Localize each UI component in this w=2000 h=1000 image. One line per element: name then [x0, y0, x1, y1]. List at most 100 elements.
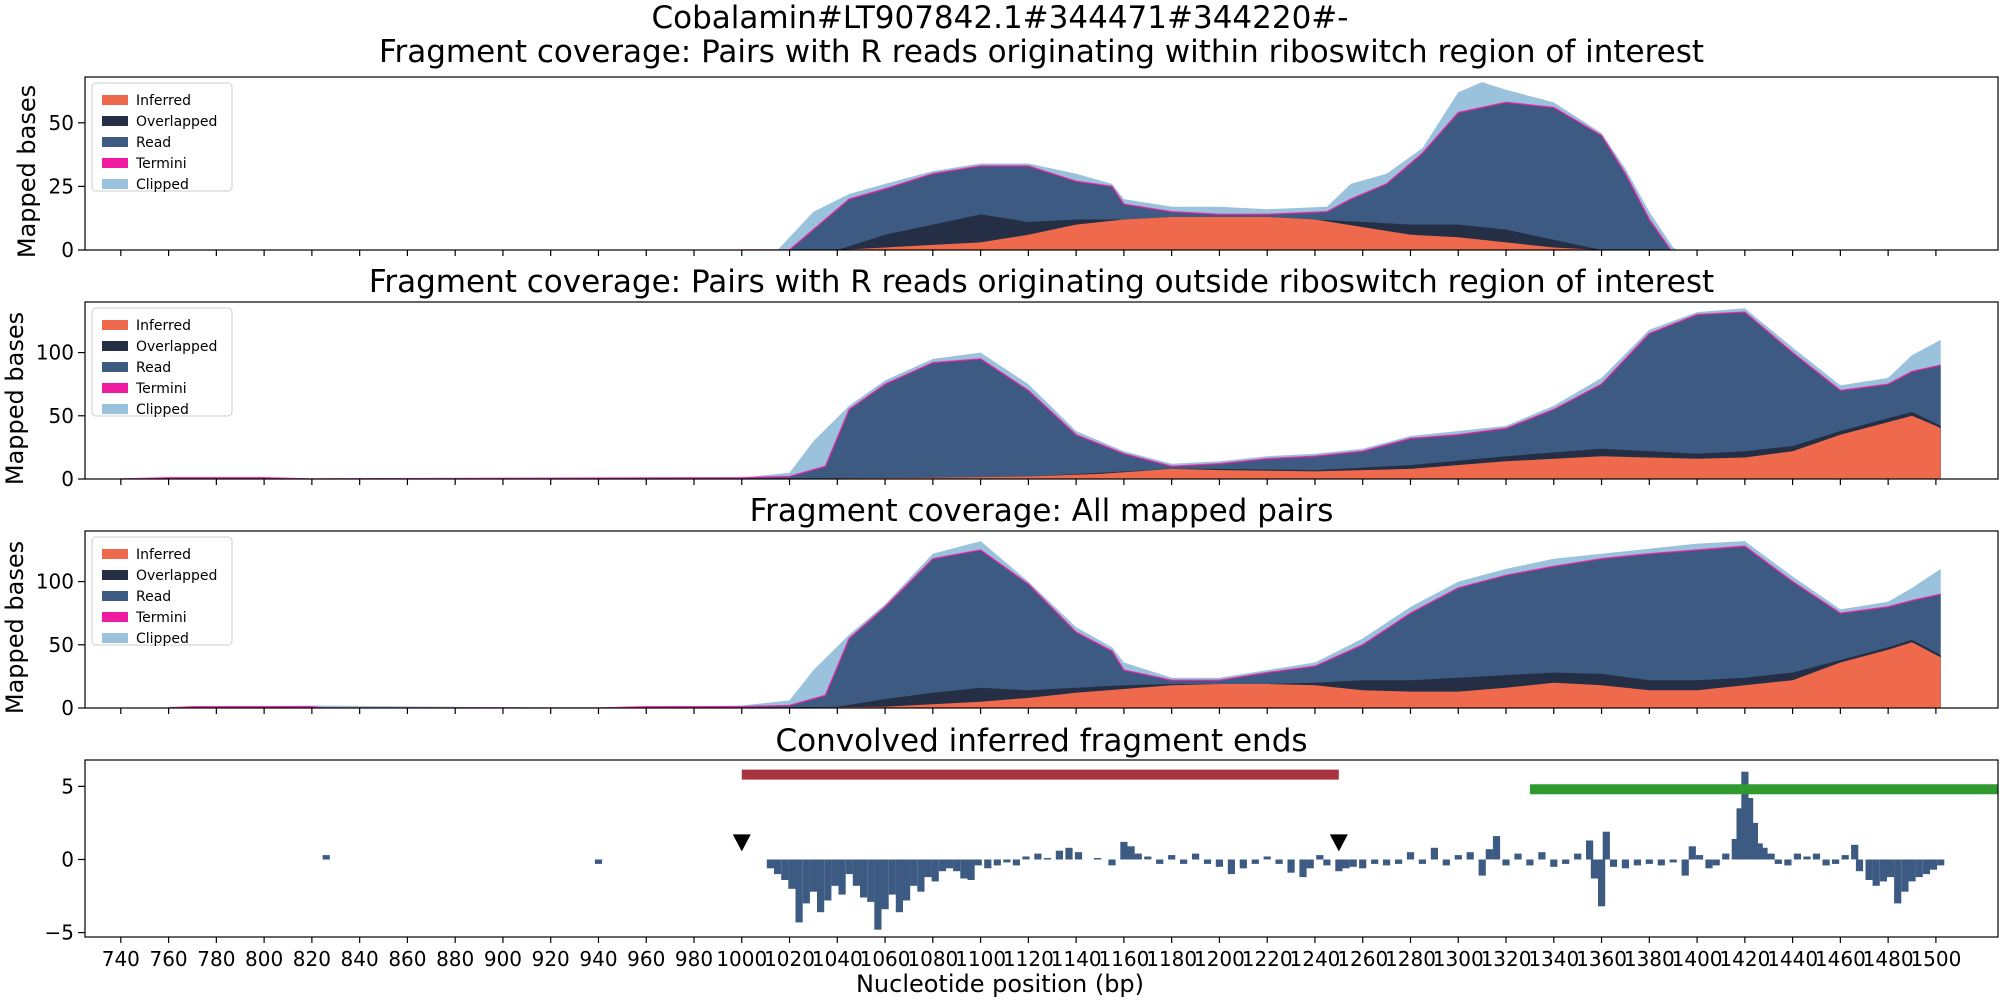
- conv-bar: [1383, 859, 1391, 866]
- panel-title: Fragment coverage: Pairs with R reads or…: [379, 34, 1704, 70]
- conv-bar: [1418, 859, 1426, 864]
- conv-bar: [1755, 843, 1763, 860]
- conv-bar: [903, 859, 911, 901]
- x-tick-label: 1000: [716, 947, 767, 971]
- conv-bar: [860, 859, 868, 898]
- conv-bar: [1822, 859, 1830, 866]
- conv-bar: [888, 859, 896, 895]
- x-tick-label: 900: [484, 947, 522, 971]
- legend-label: Read: [136, 589, 171, 605]
- legend-label: Inferred: [136, 547, 191, 563]
- conv-bar: [1774, 859, 1782, 864]
- conv-bar: [1485, 849, 1493, 860]
- conv-bar: [917, 859, 925, 892]
- legend-label: Termini: [135, 156, 187, 172]
- conv-bar: [967, 859, 975, 880]
- panel-title: Convolved inferred fragment ends: [775, 723, 1307, 759]
- conv-bar: [1741, 771, 1749, 860]
- axes-frame: [84, 759, 1999, 938]
- conv-bar: [1514, 853, 1522, 860]
- conv-bar: [852, 859, 860, 886]
- x-tick-label: 880: [436, 947, 474, 971]
- x-tick-label: 1400: [1672, 947, 1723, 971]
- conv-bar: [788, 859, 796, 889]
- conv-bar: [1929, 859, 1938, 870]
- conv-bar: [1722, 853, 1730, 860]
- legend-swatch-clipped: [102, 404, 128, 414]
- conv-bar: [1323, 859, 1331, 866]
- y-tick-label: 0: [61, 847, 74, 871]
- y-tick-label: 0: [61, 238, 74, 262]
- conv-bar: [1466, 852, 1474, 860]
- conv-bar: [1590, 859, 1598, 879]
- conv-bar: [974, 859, 982, 866]
- conv-bar: [1879, 859, 1887, 882]
- conv-bar: [1215, 859, 1223, 867]
- conv-bar: [1022, 856, 1030, 860]
- legend-swatch-termini: [102, 383, 128, 393]
- conv-bar: [1851, 844, 1859, 860]
- conv-bar: [1712, 859, 1720, 866]
- x-tick-label: 1260: [1337, 947, 1388, 971]
- axes-frame: [84, 76, 1999, 251]
- x-tick-label: 1300: [1433, 947, 1484, 971]
- conv-bar: [1251, 859, 1259, 864]
- x-tick-label: 1440: [1767, 947, 1818, 971]
- conv-bar: [1349, 859, 1357, 867]
- conv-bar: [993, 859, 1001, 866]
- conv-bar: [1872, 859, 1880, 886]
- conv-bar: [1055, 850, 1063, 860]
- conv-bar: [1609, 859, 1618, 867]
- conv-bar: [1371, 859, 1379, 864]
- conv-bar: [1478, 859, 1486, 876]
- conv-bar: [1287, 859, 1295, 873]
- conv-bar: [924, 859, 932, 878]
- y-tick-label: 0: [61, 467, 74, 491]
- conv-bar: [1275, 859, 1283, 864]
- panel-title: Fragment coverage: Pairs with R reads or…: [369, 264, 1714, 300]
- conv-bar: [1767, 853, 1775, 860]
- series-termini: [168, 545, 1941, 708]
- panel-1: Fragment coverage: Pairs with R reads or…: [13, 34, 1999, 262]
- plot-area: [120, 308, 1941, 479]
- conv-bar: [1227, 859, 1235, 875]
- conv-bar: [1793, 853, 1801, 860]
- plot-area: [168, 541, 1941, 708]
- conv-bar: [1562, 859, 1570, 864]
- conv-bar: [766, 859, 774, 869]
- conv-bar: [1359, 859, 1367, 869]
- x-tick-label: 980: [675, 947, 713, 971]
- conv-bar: [1695, 855, 1704, 860]
- conv-bar: [1034, 853, 1042, 860]
- y-tick-label: 50: [49, 404, 74, 428]
- conv-bar: [1442, 859, 1450, 866]
- conv-bar: [1156, 859, 1164, 864]
- conv-bar: [1784, 859, 1792, 866]
- legend-swatch-overlapped: [102, 570, 128, 580]
- x-tick-label: 740: [102, 947, 140, 971]
- conv-bar: [1894, 859, 1902, 904]
- conv-bar: [1074, 852, 1083, 860]
- conv-bar: [984, 859, 992, 869]
- x-tick-label: 1120: [1003, 947, 1054, 971]
- conv-bar: [1430, 847, 1438, 860]
- x-tick-label: 800: [245, 947, 283, 971]
- x-tick-label: 760: [149, 947, 187, 971]
- conv-bar: [953, 859, 961, 872]
- x-tick-label: 820: [293, 947, 331, 971]
- conv-bar: [1750, 822, 1758, 860]
- conv-bar: [1168, 855, 1176, 860]
- conv-bar: [1865, 859, 1873, 880]
- conv-bar: [1645, 859, 1653, 864]
- conv-bar: [1342, 859, 1350, 869]
- conv-bar: [1043, 858, 1052, 860]
- legend-swatch-overlapped: [102, 116, 128, 126]
- legend-swatch-read: [102, 591, 128, 601]
- x-tick-label: 940: [579, 947, 617, 971]
- conv-bar: [960, 859, 968, 879]
- x-tick-label: 1380: [1624, 947, 1675, 971]
- y-tick-label: 25: [49, 174, 74, 198]
- conv-bar: [931, 859, 939, 882]
- conv-bar: [1760, 847, 1768, 860]
- conv-bar: [594, 859, 603, 864]
